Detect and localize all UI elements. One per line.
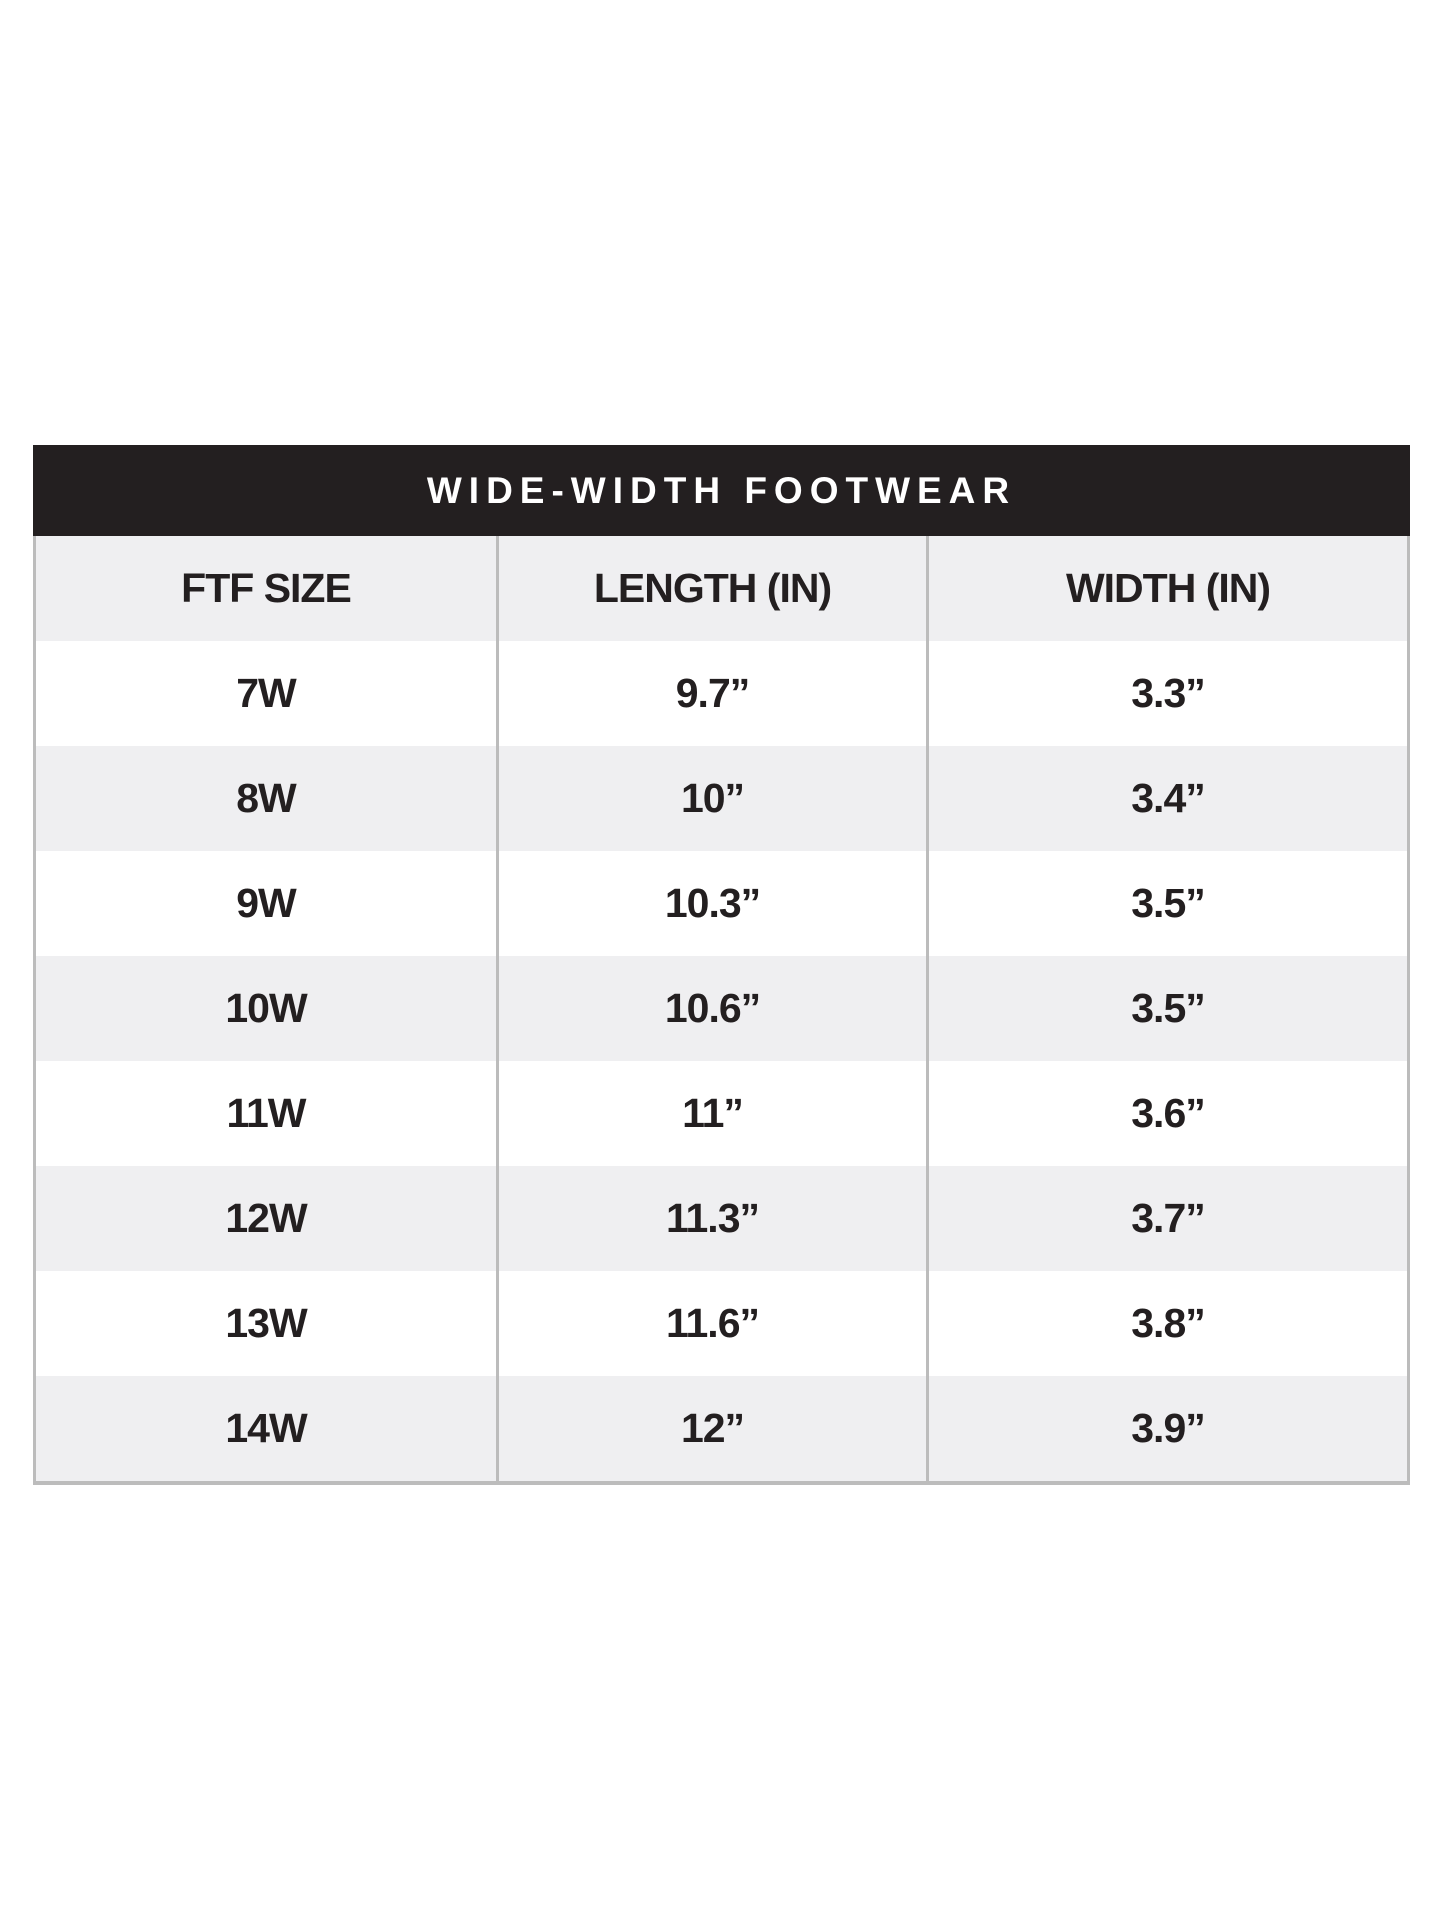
- length-cell: 10”: [496, 746, 926, 851]
- width-cell: 3.6”: [926, 1061, 1407, 1166]
- size-cell: 11W: [226, 1090, 306, 1136]
- table-row: 14W 12” 3.9”: [36, 1376, 1407, 1481]
- size-cell: 10W: [225, 985, 307, 1031]
- header-length: LENGTH (IN): [496, 536, 926, 641]
- width-cell: 3.3”: [926, 641, 1407, 746]
- size-chart-table: WIDE-WIDTH FOOTWEAR FTF SIZE LENGTH (IN)…: [33, 445, 1410, 1485]
- size-cell: 13W: [225, 1300, 307, 1346]
- table-row: 8W 10” 3.4”: [36, 746, 1407, 851]
- header-width: WIDTH (IN): [926, 536, 1407, 641]
- width-cell: 3.7”: [926, 1166, 1407, 1271]
- table-row: 12W 11.3” 3.7”: [36, 1166, 1407, 1271]
- table-row: 9W 10.3” 3.5”: [36, 851, 1407, 956]
- size-cell: 9W: [236, 880, 297, 926]
- table-title: WIDE-WIDTH FOOTWEAR: [33, 445, 1410, 536]
- width-cell: 3.5”: [926, 851, 1407, 956]
- table-row: 11W 11” 3.6”: [36, 1061, 1407, 1166]
- width-cell: 3.9”: [926, 1376, 1407, 1481]
- header-row: FTF SIZE LENGTH (IN) WIDTH (IN): [36, 536, 1407, 641]
- size-cell: 14W: [225, 1405, 307, 1451]
- length-cell: 11.6”: [496, 1271, 926, 1376]
- size-cell: 8W: [236, 775, 297, 821]
- table-row: 7W 9.7” 3.3”: [36, 641, 1407, 746]
- table-row: 10W 10.6” 3.5”: [36, 956, 1407, 1061]
- length-cell: 11.3”: [496, 1166, 926, 1271]
- size-cell: 12W: [225, 1195, 307, 1241]
- length-cell: 10.6”: [496, 956, 926, 1061]
- width-cell: 3.4”: [926, 746, 1407, 851]
- length-cell: 10.3”: [496, 851, 926, 956]
- length-cell: 11”: [496, 1061, 926, 1166]
- width-cell: 3.5”: [926, 956, 1407, 1061]
- width-cell: 3.8”: [926, 1271, 1407, 1376]
- header-size: FTF SIZE: [181, 565, 352, 611]
- length-cell: 12”: [496, 1376, 926, 1481]
- length-cell: 9.7”: [496, 641, 926, 746]
- size-cell: 7W: [236, 670, 297, 716]
- table-row: 13W 11.6” 3.8”: [36, 1271, 1407, 1376]
